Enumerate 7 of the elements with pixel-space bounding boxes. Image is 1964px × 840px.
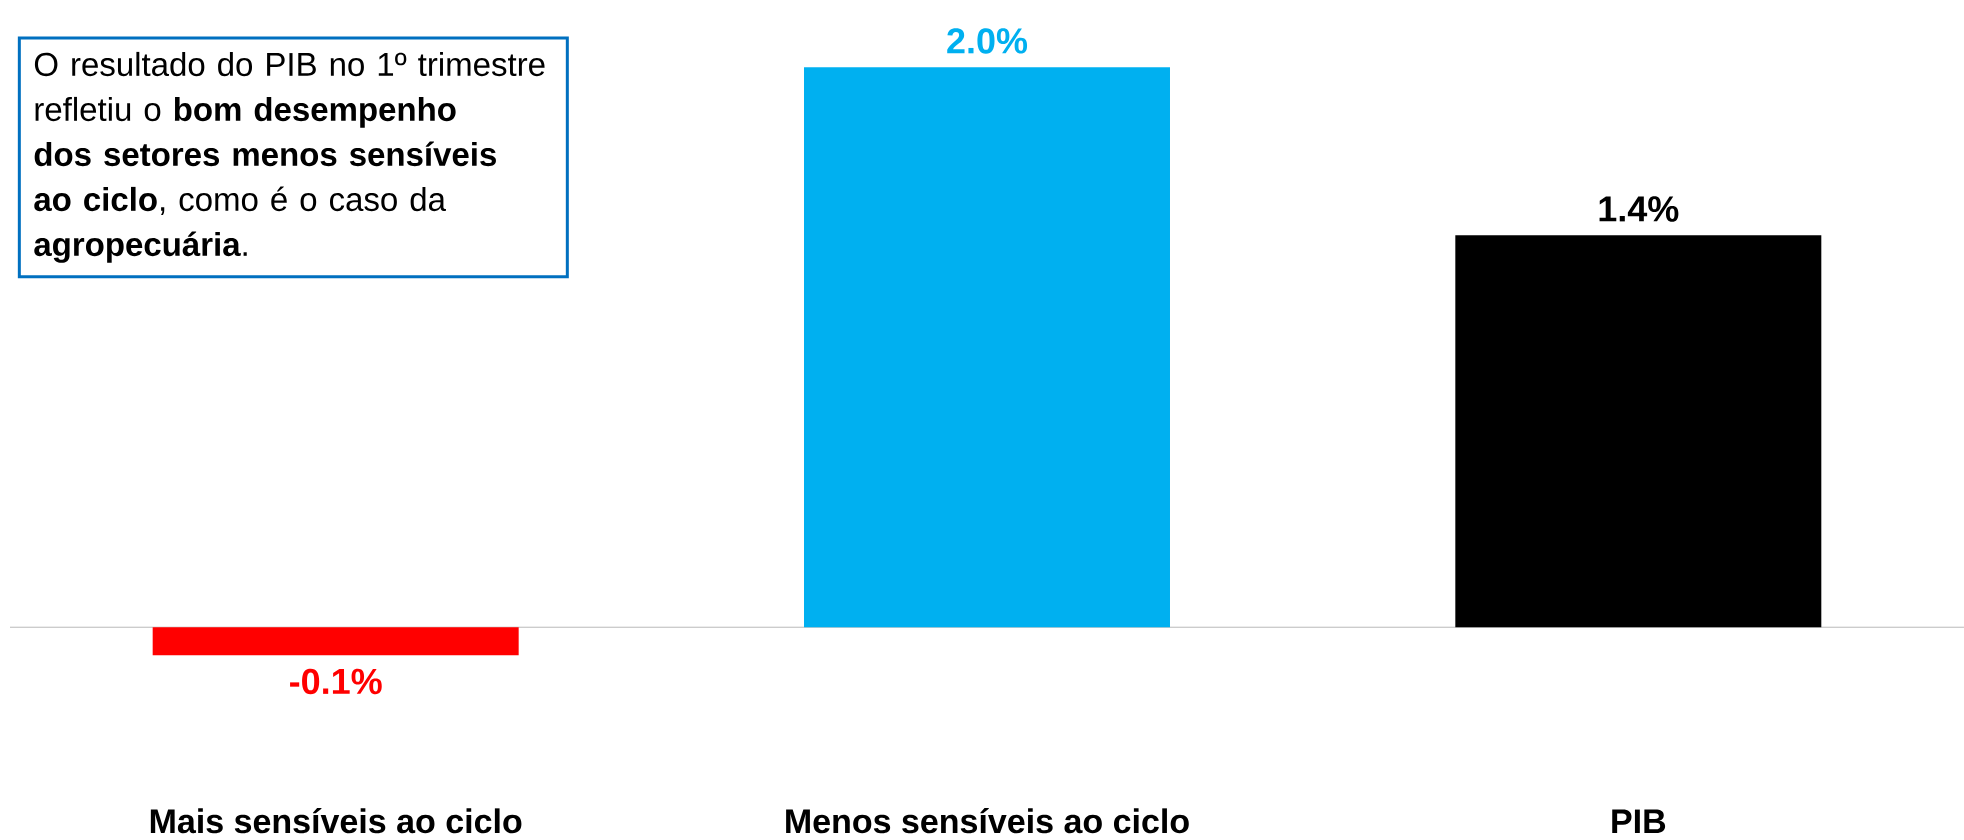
annotation: O resultado do PIB no 1º trimestre refletiu o bom desempenho dos setores menos sensíveis ao ciclo, como é o caso da agropecuária. — [34, 51, 545, 263]
data-label: -0.1% — [290, 668, 382, 695]
data-label: 2.0% — [947, 28, 1028, 54]
x-tick-label: Mais sensíveis ao ciclo — [150, 808, 522, 834]
data-label: 1.4% — [1599, 196, 1679, 222]
x-tick-label: Menos sensíveis ao ciclo — [786, 808, 1189, 834]
x-tick-label: PIB — [1612, 809, 1666, 833]
